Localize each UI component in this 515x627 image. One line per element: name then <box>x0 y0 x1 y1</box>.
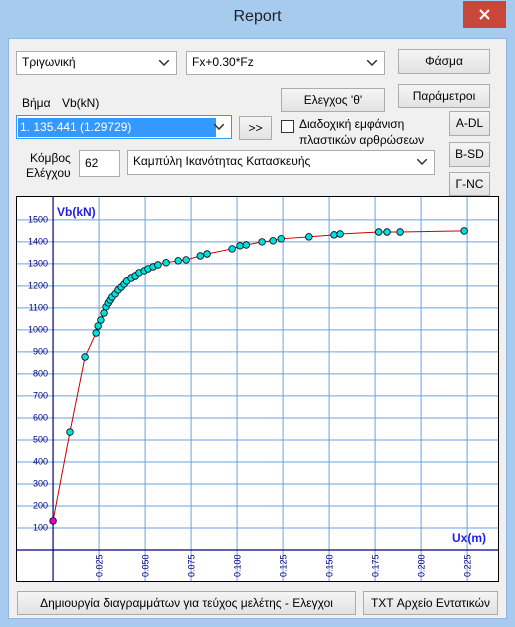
close-icon <box>479 9 490 20</box>
combo-text: 1. 135.441 (1.29729) <box>18 118 216 137</box>
data-point <box>277 235 285 243</box>
x-tick-label: 0.075 <box>186 554 196 577</box>
y-tick-label: 700 <box>33 390 48 400</box>
data-point <box>258 238 266 246</box>
adl-button[interactable]: A-DL <box>449 111 490 136</box>
combo-text: Τριγωνική <box>22 55 76 69</box>
y-tick-label: 200 <box>33 500 48 510</box>
x-axis-label: Ux(m) <box>452 531 486 545</box>
data-point <box>242 241 250 249</box>
combo-text: Fx+0.30*Fz <box>192 55 254 69</box>
data-point <box>383 228 391 236</box>
close-button[interactable] <box>463 1 506 28</box>
node-input[interactable]: 62 <box>79 150 120 177</box>
next-button[interactable]: >> <box>239 116 272 140</box>
y-tick-label: 1400 <box>28 236 48 246</box>
x-tick-label: 0.225 <box>462 554 472 577</box>
data-point <box>97 316 105 324</box>
x-tick-label: 0.175 <box>370 554 380 577</box>
data-point <box>236 242 244 250</box>
data-point <box>269 237 277 245</box>
data-point <box>460 227 468 235</box>
data-point <box>162 259 170 267</box>
step-combo[interactable]: 1. 135.441 (1.29729) <box>16 115 232 139</box>
sequential-label: πλαστικών αρθρώσεων <box>299 133 425 147</box>
x-tick-label: 0.150 <box>324 554 334 577</box>
data-point <box>330 231 338 239</box>
data-point <box>305 233 313 241</box>
data-point <box>100 309 108 317</box>
data-point <box>154 261 162 269</box>
sequential-checkbox[interactable] <box>281 120 294 133</box>
data-point <box>196 252 204 260</box>
x-tick-label: 0.125 <box>278 554 288 577</box>
data-point <box>203 250 211 258</box>
data-point <box>92 329 100 337</box>
window-title: Report <box>233 8 282 25</box>
txt-button[interactable]: TXT Αρχείο Εντατικών <box>363 591 498 615</box>
y-tick-label: 800 <box>33 368 48 378</box>
y-tick-label: 1300 <box>28 258 48 268</box>
dropdown-arrow <box>214 124 224 130</box>
curve-type-combo[interactable]: Καμπύλη Ικανότητας Κατασκευής <box>127 150 435 175</box>
data-point <box>94 322 102 330</box>
x-tick-label: 0.100 <box>232 554 242 577</box>
gnc-button[interactable]: Γ-NC <box>449 172 490 196</box>
combo-text: Καμπύλη Ικανότητας Κατασκευής <box>133 154 311 168</box>
step-unit: Vb(kN) <box>62 96 100 110</box>
data-point <box>396 228 404 236</box>
chart: Vb(kN) Ux(m) 100 200 300 400 500 600 700 800 900… <box>16 196 499 582</box>
y-tick-label: 100 <box>33 522 48 532</box>
spectrum-button[interactable]: Φάσμα <box>398 49 490 74</box>
y-tick-label: 900 <box>33 346 48 356</box>
x-tick-label: 0.200 <box>416 554 426 577</box>
y-tick-label: 300 <box>33 478 48 488</box>
data-point <box>49 517 57 525</box>
bsd-button[interactable]: B-SD <box>449 142 490 167</box>
y-tick-label: 1500 <box>28 214 48 224</box>
dropdown-arrow <box>159 60 169 66</box>
y-tick-label: 500 <box>33 434 48 444</box>
theta-button[interactable]: Ελεγχος 'θ' <box>281 88 385 112</box>
sequential-label: Διαδοχική εμφάνιση <box>299 117 405 131</box>
node-label: Ελέγχου <box>26 166 71 180</box>
capacity-curve <box>52 230 465 522</box>
y-tick-label: 1200 <box>28 280 48 290</box>
parameters-button[interactable]: Παράμετροι <box>398 84 490 108</box>
dropdown-arrow <box>417 159 427 165</box>
data-point <box>81 353 89 361</box>
data-point <box>336 230 344 238</box>
load-pattern-combo[interactable]: Τριγωνική <box>16 51 177 75</box>
y-tick-label: 600 <box>33 412 48 422</box>
data-point <box>375 228 383 236</box>
x-tick-label: 0.025 <box>94 554 104 577</box>
report-button[interactable]: Δημιουργία διαγραμμάτων για τεύχος μελέτ… <box>17 591 356 615</box>
node-label: Κόμβος <box>30 151 71 165</box>
x-tick-label: 0.050 <box>140 554 150 577</box>
combination-combo[interactable]: Fx+0.30*Fz <box>186 51 385 75</box>
y-tick-label: 400 <box>33 456 48 466</box>
y-axis-label: Vb(kN) <box>57 205 96 219</box>
y-tick-label: 1100 <box>29 302 48 312</box>
dropdown-arrow <box>367 60 377 66</box>
data-point <box>66 428 74 436</box>
data-point <box>228 245 236 253</box>
data-point <box>174 257 182 265</box>
data-point <box>182 256 190 264</box>
y-tick-label: 1000 <box>28 324 48 334</box>
step-label: Βήμα <box>22 96 51 110</box>
